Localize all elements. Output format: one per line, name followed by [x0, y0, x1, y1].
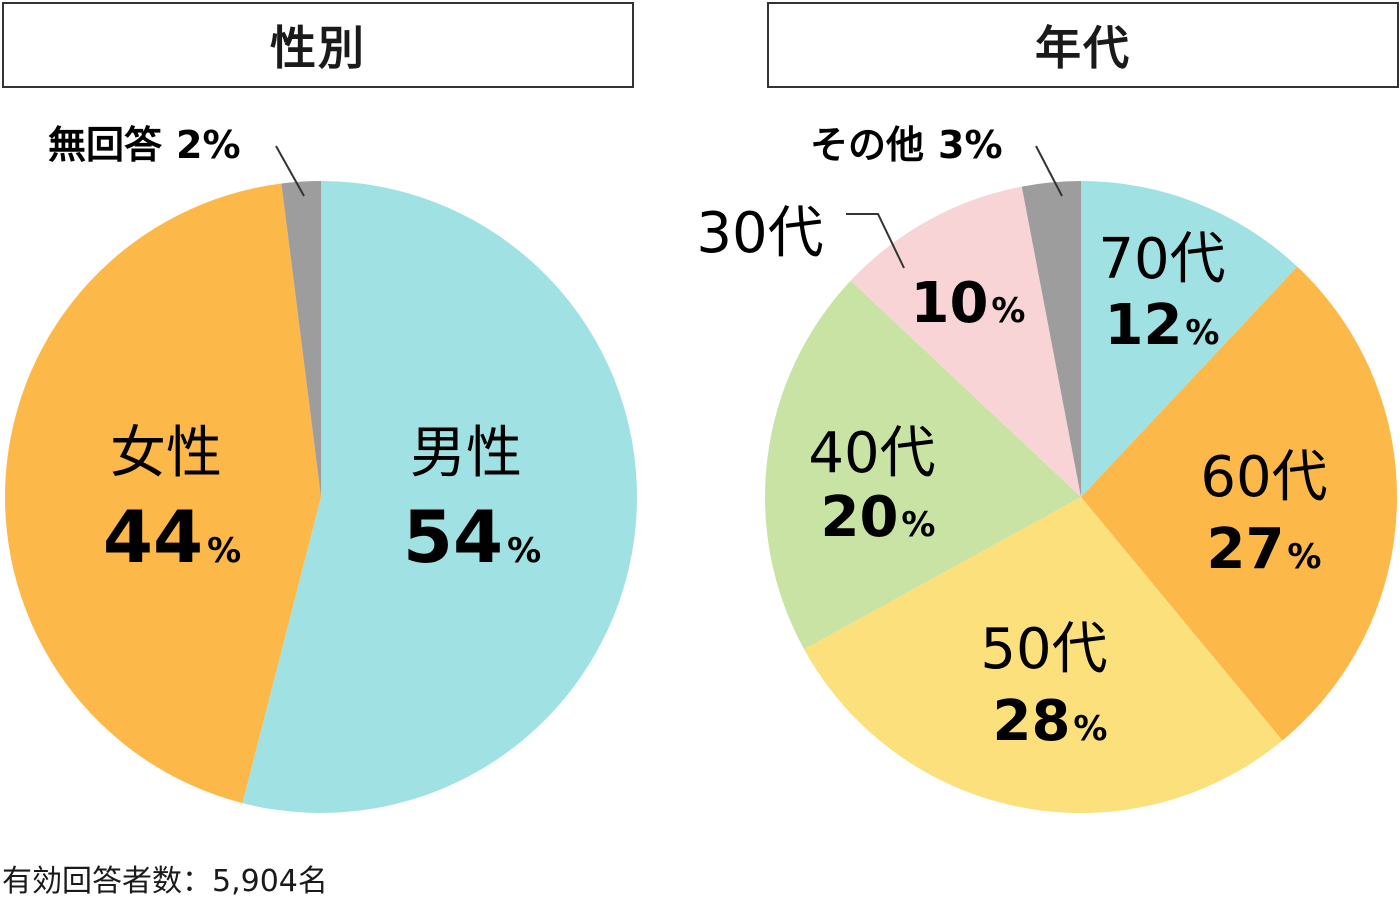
label-30s-unit: %: [991, 291, 1025, 331]
gender-pie: [5, 181, 638, 813]
age-pie-slice-3: [765, 280, 1081, 650]
gender-pie-slice-0: [242, 181, 638, 813]
label-60s-name: 60代: [1200, 445, 1327, 510]
label-60s-number: 27: [1206, 517, 1284, 582]
respondent-count-footnote: 有効回答者数：5,904名: [2, 864, 328, 899]
label-female-value: 44%: [103, 495, 241, 579]
label-female-unit: %: [207, 531, 241, 571]
label-other-value: 3%: [938, 123, 1003, 167]
label-female-number: 44: [103, 495, 203, 579]
label-50s-unit: %: [1073, 709, 1107, 749]
age-pie-slice-1: [1081, 266, 1397, 741]
label-40s-unit: %: [901, 505, 935, 545]
label-70s-number: 12: [1104, 293, 1182, 358]
label-other: その他 3%: [810, 123, 1003, 167]
label-male-name: 男性: [410, 421, 522, 486]
label-30s-value: 10%: [910, 271, 1025, 336]
label-50s-name: 50代: [980, 617, 1107, 682]
age-other-leader-line: [1035, 145, 1063, 197]
age-30s-leader-line: [846, 213, 905, 269]
label-40s-number: 20: [820, 485, 898, 550]
label-50s-value: 28%: [992, 689, 1107, 754]
gender-pie-slice-2: [281, 181, 321, 497]
label-50s-number: 28: [992, 689, 1070, 754]
label-no-answer-value: 2%: [176, 123, 241, 167]
label-male-unit: %: [507, 531, 541, 571]
age-pie-slice-5: [1021, 181, 1081, 497]
age-pie-slice-2: [804, 497, 1283, 814]
label-30s-name: 30代: [696, 201, 823, 266]
label-no-answer-name: 無回答: [48, 123, 163, 167]
label-30s-number: 10: [910, 271, 988, 336]
label-60s-unit: %: [1287, 537, 1321, 577]
label-70s-name: 70代: [1098, 227, 1225, 292]
label-male-number: 54: [403, 495, 503, 579]
gender-chart-title: 性別: [2, 2, 634, 88]
label-70s-value: 12%: [1104, 293, 1219, 358]
gender-no-answer-leader-line: [275, 145, 305, 197]
age-chart-title: 年代: [767, 2, 1399, 88]
label-other-name: その他: [810, 123, 924, 167]
label-male-value: 54%: [403, 495, 541, 579]
age-pie-slice-0: [1081, 181, 1298, 497]
label-60s-value: 27%: [1206, 517, 1321, 582]
label-70s-unit: %: [1185, 313, 1219, 353]
label-40s-value: 20%: [820, 485, 935, 550]
age-pie: [765, 181, 1397, 814]
gender-pie-slice-1: [5, 183, 322, 804]
label-no-answer: 無回答 2%: [48, 123, 241, 167]
label-40s-name: 40代: [808, 421, 935, 486]
age-pie-slice-4: [850, 186, 1081, 497]
label-female-name: 女性: [110, 421, 222, 486]
